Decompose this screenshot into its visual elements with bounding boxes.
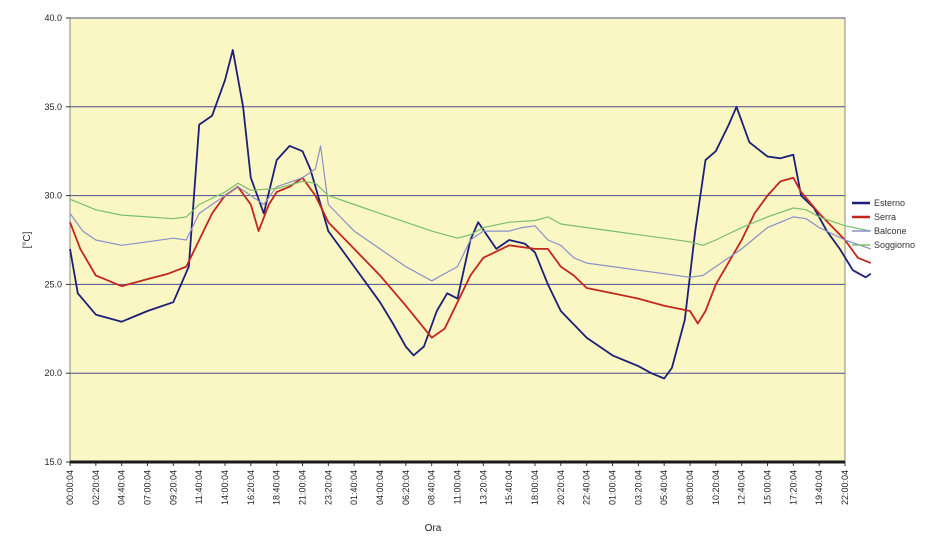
legend-label: Esterno (874, 198, 905, 208)
x-tick-label: 09:20:04 (168, 470, 178, 505)
series-line-balcone (69, 145, 871, 282)
x-tick-label: 02:20:04 (91, 470, 101, 505)
x-tick-label: 00:00:04 (65, 470, 75, 505)
legend-label: Serra (874, 212, 896, 222)
x-tick-label: 01:40:04 (349, 470, 359, 505)
x-tick-label: 17:20:04 (788, 470, 798, 505)
x-tick-label: 18:40:04 (272, 470, 282, 505)
x-tick-label: 18:00:04 (530, 470, 540, 505)
y-tick-label: 15.0 (44, 457, 62, 467)
series-lines (69, 49, 872, 380)
x-tick-label: 04:40:04 (117, 470, 127, 505)
x-tick-label: 20:20:04 (556, 470, 566, 505)
x-tick-label: 11:00:04 (453, 470, 463, 504)
x-tick-label: 14:00:04 (220, 470, 230, 505)
y-tick-label: 25.0 (44, 279, 62, 289)
x-axis-ticks: 00:00:04 02:20:04 04:40:04 07:00:04 09:20:04… (65, 462, 850, 505)
y-tick-label: 30.0 (44, 191, 62, 201)
y-axis-title: [°C] (22, 231, 33, 248)
x-tick-label: 06:20:04 (401, 470, 411, 505)
x-tick-label: 23:20:04 (323, 470, 333, 505)
x-tick-label: 07:00:04 (143, 470, 153, 505)
legend-label: Soggiorno (874, 240, 915, 250)
x-tick-label: 05:40:04 (659, 470, 669, 505)
y-tick-label: 40.0 (44, 13, 62, 23)
y-tick-label: 35.0 (44, 102, 62, 112)
x-tick-label: 22:40:04 (582, 470, 592, 505)
x-tick-label: 22:00:04 (840, 470, 850, 505)
series-line-serra (69, 176, 872, 339)
x-tick-label: 03:20:04 (633, 470, 643, 505)
x-tick-label: 04:00:04 (375, 470, 385, 505)
x-axis-title: Ora (425, 523, 442, 534)
legend-label: Balcone (874, 226, 907, 236)
x-tick-label: 11:40:04 (194, 470, 204, 504)
x-tick-label: 19:40:04 (814, 470, 824, 505)
y-axis-ticks: 15.0 20.0 25.0 30.0 35.0 40.0 (44, 13, 70, 467)
x-tick-label: 15:00:04 (763, 470, 773, 505)
x-tick-label: 15:40:04 (504, 470, 514, 505)
x-tick-label: 10:20:04 (711, 470, 721, 505)
y-tick-label: 20.0 (44, 368, 62, 378)
series-line-esterno (69, 49, 872, 380)
x-tick-label: 16:20:04 (246, 470, 256, 505)
x-tick-label: 21:00:04 (298, 470, 308, 505)
x-tick-label: 08:00:04 (685, 470, 695, 505)
x-tick-label: 12:40:04 (737, 470, 747, 505)
legend: Esterno Serra Balcone Soggiorno (852, 198, 915, 250)
x-tick-label: 13:20:04 (478, 470, 488, 505)
series-line-soggiorno (69, 180, 871, 246)
x-tick-label: 08:40:04 (427, 470, 437, 505)
x-tick-label: 01:00:04 (608, 470, 618, 505)
